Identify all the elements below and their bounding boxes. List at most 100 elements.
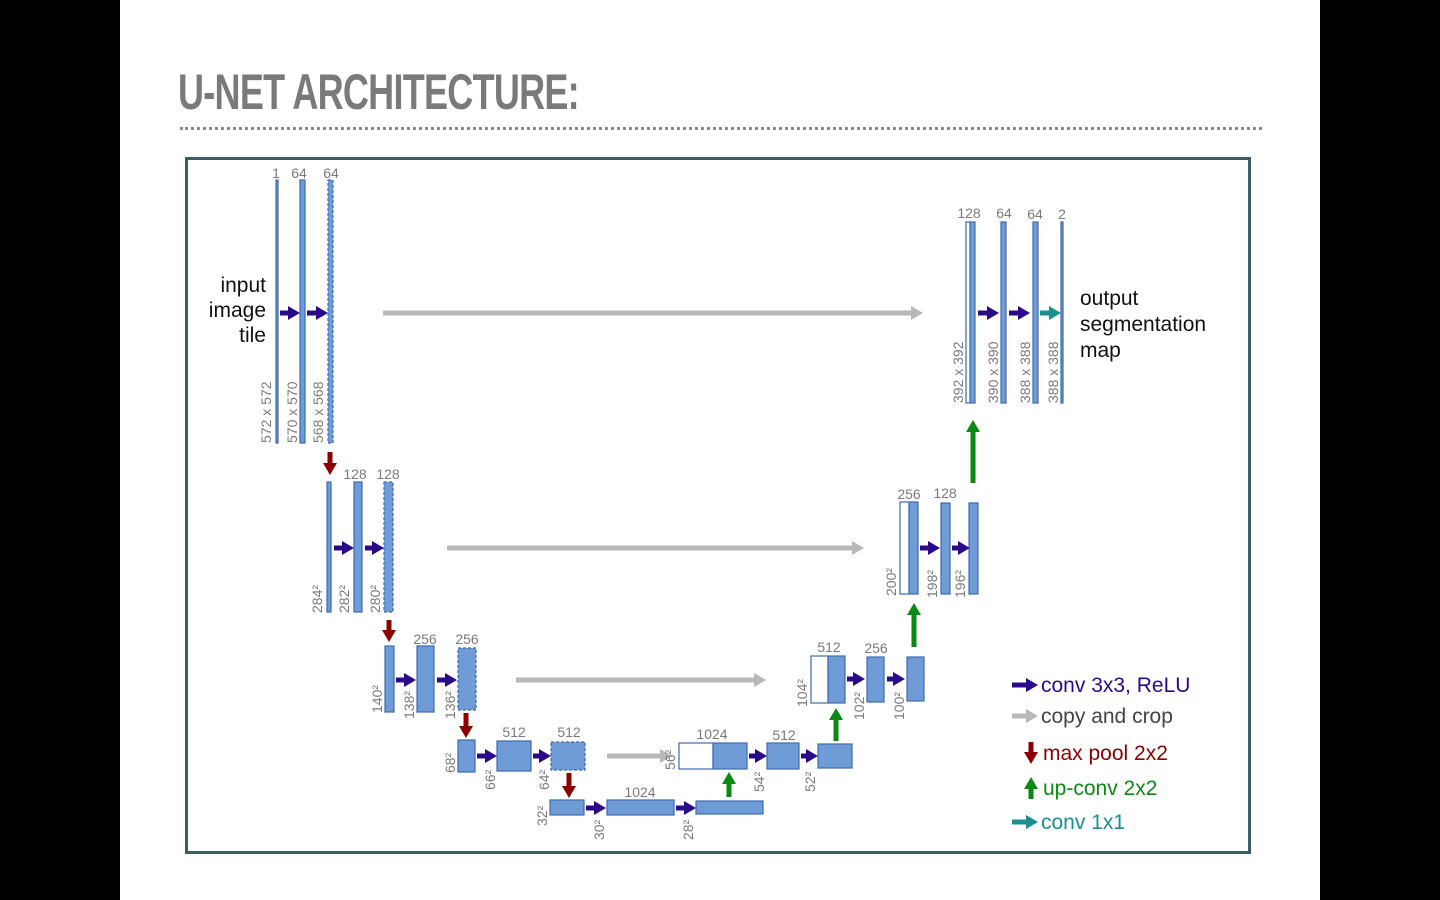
- size-label: 104²: [794, 679, 810, 707]
- feature-map-u1-1: [969, 221, 976, 404]
- feature-map-u2-crop: [899, 501, 910, 595]
- size-label: 390 x 390: [985, 341, 1001, 403]
- feature-map-l2-1: [326, 481, 332, 613]
- feature-map-l4-2: [496, 740, 532, 772]
- channel-label: 512: [502, 724, 526, 740]
- feature-map-u4-1: [712, 742, 748, 770]
- channel-label: 1024: [696, 726, 727, 742]
- size-label: 570 x 570: [284, 381, 300, 443]
- size-label: 30²: [591, 819, 607, 840]
- feature-map-l2-3: [383, 481, 394, 613]
- size-label: 280²: [367, 585, 383, 613]
- conv-arrow: [952, 541, 970, 555]
- upconv-arrow: [966, 420, 980, 483]
- feature-map-l3-3: [457, 647, 477, 711]
- legend-label-up-conv-2x2: up-conv 2x2: [1043, 777, 1157, 800]
- conv-arrow: [533, 749, 551, 763]
- title-divider: [180, 127, 1262, 130]
- conv-arrow: [280, 306, 300, 320]
- size-label: 198²: [924, 570, 940, 598]
- size-label: 196²: [952, 570, 968, 598]
- feature-map-u2-3: [968, 502, 979, 595]
- size-label: 32²: [534, 805, 550, 826]
- legend-arrow-icon: [1012, 815, 1038, 829]
- diagram-frame: [185, 157, 1251, 854]
- upconv-arrow: [722, 772, 736, 797]
- feature-map-u2-1: [908, 501, 919, 595]
- copy-arrow: [516, 673, 766, 687]
- input-label: tile: [239, 324, 266, 347]
- conv-arrow: [978, 306, 999, 320]
- size-label: 56²: [662, 749, 678, 770]
- channel-label: 256: [897, 486, 921, 502]
- legend-up-conv-icon: [1024, 777, 1038, 799]
- feature-map-u3-1: [827, 655, 846, 704]
- conv-arrow: [437, 673, 457, 687]
- channel-label: 256: [864, 640, 888, 656]
- feature-map-u4-crop: [678, 742, 714, 770]
- feature-map-u1-out: [1060, 221, 1064, 404]
- conv-arrow: [586, 801, 606, 815]
- pool-arrow: [562, 773, 576, 798]
- copy-arrow: [607, 749, 672, 763]
- channel-label: 128: [343, 466, 367, 482]
- feature-map-l4-3: [550, 741, 586, 771]
- size-label: 138²: [401, 691, 417, 719]
- size-label: 54²: [751, 771, 767, 792]
- channel-label: 64: [996, 205, 1012, 221]
- channel-label: 64: [323, 165, 339, 181]
- slide-title: U-NET ARCHITECTURE:: [178, 64, 580, 120]
- feature-map-l1-3: [327, 179, 334, 444]
- size-label: 200²: [883, 568, 899, 596]
- feature-map-l4-1: [457, 739, 476, 773]
- legend-label-conv-3x3-relu: conv 3x3, ReLU: [1041, 674, 1190, 697]
- feature-map-u2-2: [940, 502, 951, 595]
- conv-arrow: [920, 541, 940, 555]
- feature-map-l3-1: [384, 645, 395, 713]
- channel-label: 1024: [624, 784, 655, 800]
- size-label: 102²: [851, 692, 867, 720]
- feature-map-l3-2: [416, 645, 435, 713]
- output-label: map: [1080, 339, 1121, 362]
- size-label: 64²: [536, 769, 552, 790]
- size-label: 282²: [336, 585, 352, 613]
- feature-map-u3-3: [906, 656, 925, 702]
- feature-map-l2-2: [353, 481, 363, 613]
- output-label: output: [1080, 287, 1139, 310]
- channel-label: 1: [272, 165, 280, 181]
- feature-map-l5-1: [549, 799, 585, 816]
- size-label: 68²: [442, 752, 458, 773]
- size-label: 28²: [680, 819, 696, 840]
- channel-label: 512: [557, 724, 581, 740]
- conv-arrow: [749, 749, 767, 763]
- feature-map-u3-2: [866, 656, 885, 703]
- channel-label: 64: [291, 165, 307, 181]
- feature-map-u3-crop: [810, 655, 829, 704]
- conv-arrow: [365, 541, 384, 555]
- input-label: input: [220, 274, 266, 297]
- conv-arrow: [1009, 306, 1030, 320]
- pool-arrow: [459, 713, 473, 738]
- channel-label: 256: [413, 631, 437, 647]
- feature-map-l1-1: [275, 179, 279, 444]
- unet-diagram: 1 64 64 572 x 572 570 x 570 568 x 568 inputima…: [209, 165, 1206, 840]
- size-label: 388 x 388: [1045, 341, 1061, 403]
- conv-arrow: [676, 801, 696, 815]
- channel-label: 512: [772, 727, 796, 743]
- feature-map-l5-3: [695, 800, 764, 815]
- legend-arrow-icon: [1012, 709, 1038, 723]
- channel-label: 128: [933, 485, 957, 501]
- size-label: 572 x 572: [258, 381, 274, 443]
- output-label: segmentation: [1080, 313, 1206, 336]
- legend-label-conv-1x1: conv 1x1: [1041, 811, 1125, 834]
- upconv-arrow: [829, 708, 843, 741]
- feature-map-u1-3: [1032, 221, 1039, 404]
- conv-arrow: [887, 672, 905, 686]
- feature-map-l1-2: [299, 179, 306, 444]
- size-label: 136²: [442, 691, 458, 719]
- size-label: 52²: [802, 771, 818, 792]
- conv-arrow: [307, 306, 328, 320]
- channel-label: 128: [376, 466, 400, 482]
- feature-map-u1-2: [1000, 221, 1007, 404]
- legend-label-copy-and-crop: copy and crop: [1041, 705, 1173, 728]
